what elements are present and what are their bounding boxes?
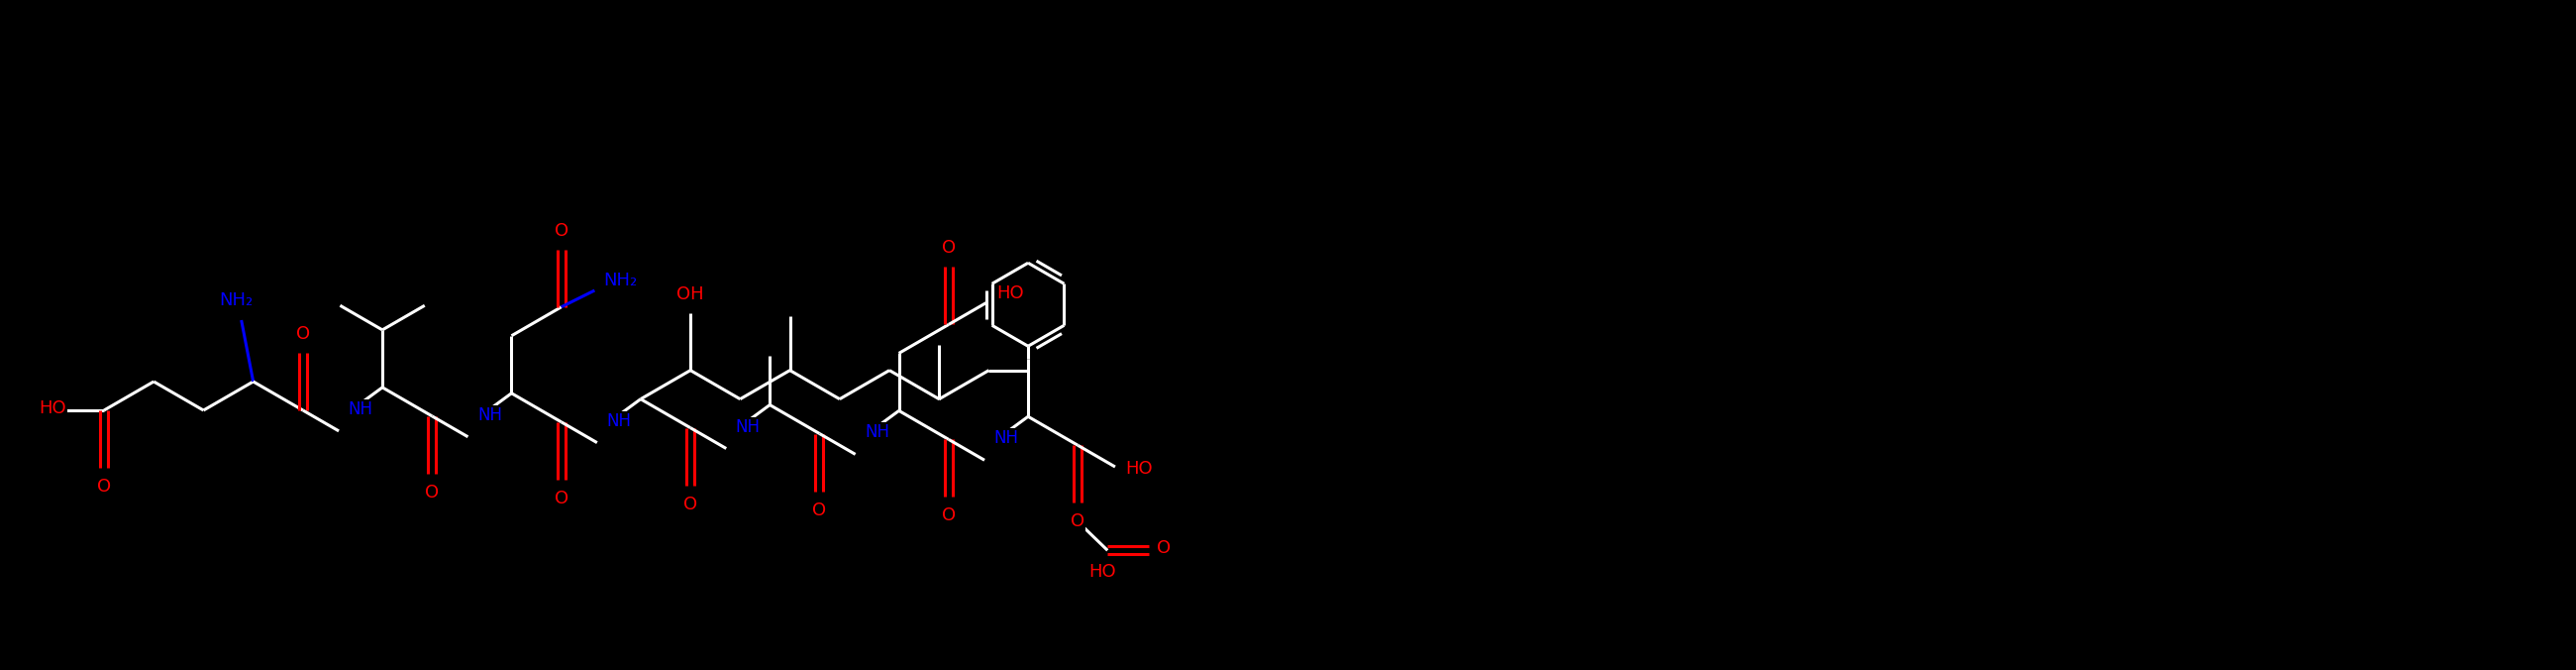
Text: O: O xyxy=(98,478,111,496)
Text: O: O xyxy=(296,325,309,343)
Text: O: O xyxy=(943,507,956,525)
Text: NH₂: NH₂ xyxy=(603,271,636,289)
Text: O: O xyxy=(425,484,438,501)
Text: NH: NH xyxy=(994,429,1018,448)
Text: O: O xyxy=(811,501,827,519)
Text: NH: NH xyxy=(737,418,760,436)
Text: OH: OH xyxy=(677,285,703,303)
Text: HO: HO xyxy=(1126,460,1151,478)
Text: O: O xyxy=(683,495,698,513)
Text: O: O xyxy=(1157,539,1172,557)
Text: HO: HO xyxy=(1090,563,1115,581)
Text: O: O xyxy=(943,239,956,257)
Text: NH: NH xyxy=(477,406,502,424)
Text: HO: HO xyxy=(997,284,1023,302)
Text: O: O xyxy=(1072,513,1084,531)
Text: O: O xyxy=(554,222,569,240)
Text: NH: NH xyxy=(605,412,631,429)
Text: NH: NH xyxy=(348,400,374,418)
Text: HO: HO xyxy=(39,399,67,417)
Text: NH: NH xyxy=(866,423,889,442)
Text: NH₂: NH₂ xyxy=(219,291,252,310)
Text: O: O xyxy=(554,489,569,507)
